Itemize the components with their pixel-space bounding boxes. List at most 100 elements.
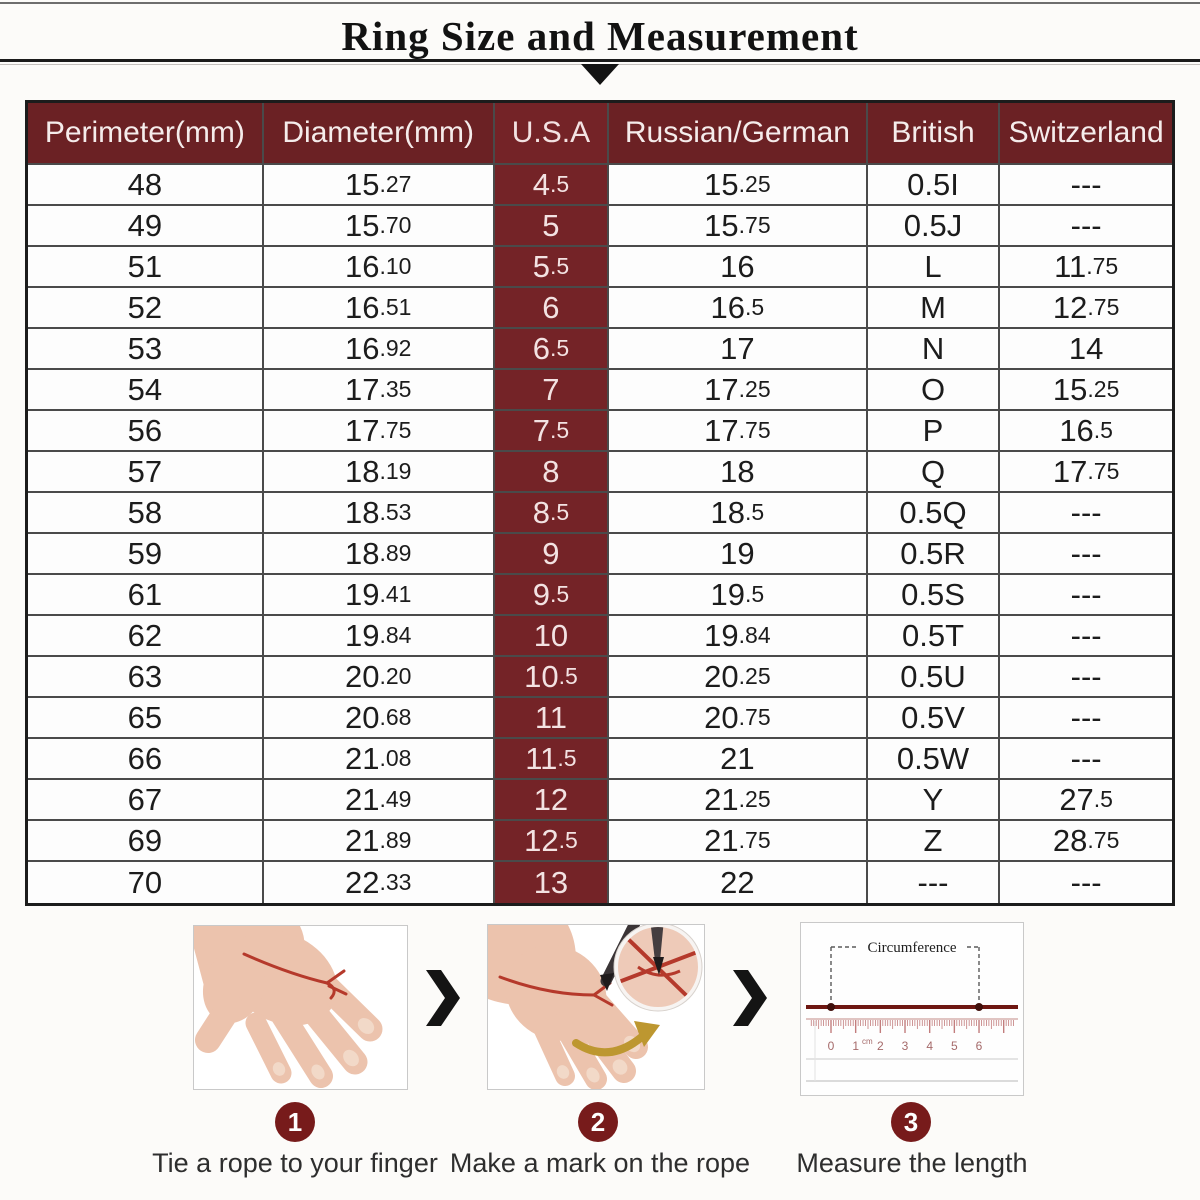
ruler-tick-label: 5 [951,1039,958,1053]
cell-switzerland: --- [1000,493,1172,534]
ruler-tick-label: 6 [976,1039,983,1053]
cell-british: 0.5U [867,657,1001,698]
cell-russian: 16.5 [609,288,868,329]
cell-russian: 18 [609,452,868,493]
cell-perimeter: 70 [28,862,264,903]
cell-british: N [867,329,1001,370]
cell-switzerland: --- [1000,657,1172,698]
cell-switzerland: --- [1000,739,1172,780]
cell-diameter: 20.68 [263,698,495,739]
cell-british: Q [867,452,1001,493]
chevron-right-icon [426,970,460,1026]
cell-switzerland: --- [1000,206,1172,247]
table-row: 52 16.51 6 16.5 M 12.75 [28,288,1172,329]
column-header-usa: U.S.A [494,103,610,165]
table-row: 69 21.89 12.5 21.75 Z 28.75 [28,821,1172,862]
cell-british: 0.5T [867,616,1001,657]
cell-usa: 9.5 [494,575,610,616]
cell-switzerland: --- [1000,534,1172,575]
cell-switzerland: 28.75 [1000,821,1172,862]
table-row: 58 18.53 8.5 18.5 0.5Q --- [28,493,1172,534]
cell-diameter: 21.49 [263,780,495,821]
down-arrow-icon [581,64,619,85]
cell-perimeter: 57 [28,452,264,493]
step-1-caption: Tie a rope to your finger [152,1148,438,1178]
table-row: 63 20.20 10.5 20.25 0.5U --- [28,657,1172,698]
ruler-tick-label: 4 [926,1039,933,1053]
cell-usa: 6 [494,288,610,329]
table-row: 54 17.35 7 17.25 O 15.25 [28,370,1172,411]
table-row: 53 16.92 6.5 17 N 14 [28,329,1172,370]
ring-size-table: Perimeter(mm) Diameter(mm) U.S.A Russian… [25,100,1175,906]
cell-switzerland: --- [1000,616,1172,657]
cell-diameter: 19.41 [263,575,495,616]
cell-switzerland: 12.75 [1000,288,1172,329]
magnifier-inset [613,925,703,1012]
cell-usa: 11.5 [494,739,610,780]
cell-russian: 22 [609,862,868,903]
step-3-badge: 3 [891,1102,931,1142]
table-row: 48 15.27 4.5 15.25 0.5I --- [28,165,1172,206]
step-3-caption: Measure the length [796,1148,1028,1178]
cell-diameter: 20.20 [263,657,495,698]
cell-russian: 20.75 [609,698,868,739]
cell-russian: 21 [609,739,868,780]
cell-perimeter: 65 [28,698,264,739]
cell-british: Y [867,780,1001,821]
cell-perimeter: 69 [28,821,264,862]
cell-diameter: 18.19 [263,452,495,493]
chevron-right-icon [733,970,767,1026]
title-divider [0,59,1200,62]
cell-usa: 10.5 [494,657,610,698]
cell-british: L [867,247,1001,288]
column-header-perimeter: Perimeter(mm) [28,103,264,165]
table-header-row: Perimeter(mm) Diameter(mm) U.S.A Russian… [28,103,1172,165]
cell-switzerland: 11.75 [1000,247,1172,288]
hand-mark-photo [487,924,705,1090]
cell-usa: 11 [494,698,610,739]
cell-russian: 20.25 [609,657,868,698]
cell-perimeter: 58 [28,493,264,534]
cell-british: 0.5I [867,165,1001,206]
gold-arrow-icon [572,1021,660,1057]
cell-perimeter: 59 [28,534,264,575]
ruler-tick-label: 2 [877,1039,884,1053]
column-header-russian-german: Russian/German [609,103,868,165]
cell-diameter: 18.53 [263,493,495,534]
cell-usa: 5.5 [494,247,610,288]
cell-diameter: 16.51 [263,288,495,329]
cell-switzerland: 15.25 [1000,370,1172,411]
step-2-caption: Make a mark on the rope [449,1148,751,1178]
cell-perimeter: 54 [28,370,264,411]
cell-perimeter: 53 [28,329,264,370]
ruler-tick-label: 1 [852,1039,859,1053]
cell-british: 0.5W [867,739,1001,780]
cell-russian: 19 [609,534,868,575]
cell-russian: 17.75 [609,411,868,452]
step-1-number: 1 [287,1106,303,1137]
cell-british: --- [868,862,1001,903]
table-row: 61 19.41 9.5 19.5 0.5S --- [28,575,1172,616]
cell-british: 0.5Q [867,493,1001,534]
ruler-tick-label: 3 [902,1039,909,1053]
cell-perimeter: 66 [28,739,264,780]
cell-usa: 7 [494,370,610,411]
table-row: 65 20.68 11 20.75 0.5V --- [28,698,1172,739]
cell-perimeter: 56 [28,411,264,452]
table-row: 70 22.33 13 22 --- --- [28,862,1172,903]
cell-russian: 21.25 [609,780,868,821]
cell-diameter: 19.84 [263,616,495,657]
table-row: 62 19.84 10 19.84 0.5T --- [28,616,1172,657]
table-row: 67 21.49 12 21.25 Y 27.5 [28,780,1172,821]
cell-usa: 12.5 [494,821,610,862]
cell-british: M [867,288,1001,329]
column-header-british: British [867,103,1001,165]
cell-russian: 21.75 [609,821,868,862]
cell-switzerland: --- [1000,165,1172,206]
cell-diameter: 18.89 [263,534,495,575]
cell-usa: 12 [494,780,610,821]
red-rope [242,952,348,1000]
cell-usa: 13 [494,862,610,903]
table-row: 66 21.08 11.5 21 0.5W --- [28,739,1172,780]
